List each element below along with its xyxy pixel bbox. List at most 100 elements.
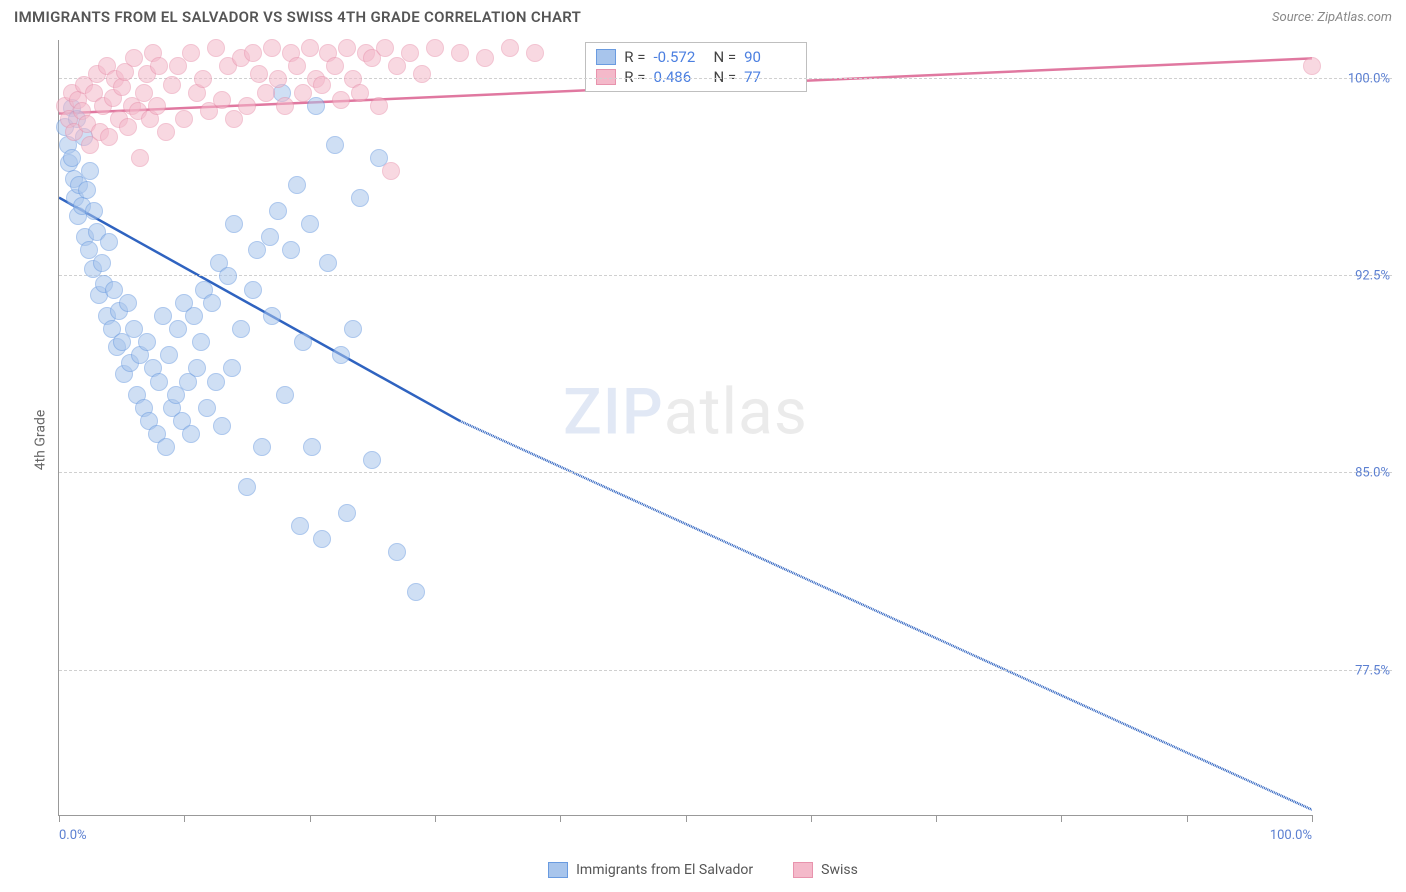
y-tick-label: 77.5% <box>1355 663 1390 678</box>
swatch-series2 <box>596 69 616 85</box>
data-point-swiss <box>148 97 166 115</box>
data-point-el_salvador <box>388 543 406 561</box>
legend: Immigrants from El Salvador Swiss <box>0 862 1406 878</box>
data-point-el_salvador <box>223 359 241 377</box>
data-point-el_salvador <box>232 320 250 338</box>
data-point-el_salvador <box>185 307 203 325</box>
data-point-el_salvador <box>93 254 111 272</box>
data-point-swiss <box>157 123 175 141</box>
data-point-el_salvador <box>219 267 237 285</box>
data-point-el_salvador <box>203 294 221 312</box>
data-point-swiss <box>401 44 419 62</box>
data-point-swiss <box>526 44 544 62</box>
x-tick <box>310 815 311 822</box>
y-tick-label: 92.5% <box>1355 269 1390 284</box>
data-point-el_salvador <box>213 417 231 435</box>
data-point-swiss <box>338 39 356 57</box>
data-point-swiss <box>382 162 400 180</box>
swatch-series1-legend <box>548 862 568 878</box>
data-point-el_salvador <box>294 333 312 351</box>
data-point-el_salvador <box>263 307 281 325</box>
data-point-el_salvador <box>282 241 300 259</box>
data-point-swiss <box>194 70 212 88</box>
data-point-swiss <box>131 149 149 167</box>
watermark: ZIPatlas <box>563 375 808 450</box>
data-point-el_salvador <box>326 136 344 154</box>
data-point-el_salvador <box>253 438 271 456</box>
legend-item-series1: Immigrants from El Salvador <box>548 862 753 878</box>
data-point-swiss <box>376 39 394 57</box>
chart-title: IMMIGRANTS FROM EL SALVADOR VS SWISS 4TH… <box>14 8 581 26</box>
data-point-el_salvador <box>261 228 279 246</box>
x-tick <box>184 815 185 822</box>
y-tick-label: 85.0% <box>1355 466 1390 481</box>
data-point-el_salvador <box>301 215 319 233</box>
data-point-swiss <box>150 57 168 75</box>
chart-container: 4th Grade ZIPatlas R = -0.572 N = 90 R =… <box>14 40 1392 840</box>
data-point-el_salvador <box>154 307 172 325</box>
gridline-h <box>59 275 1392 276</box>
data-point-el_salvador <box>188 359 206 377</box>
data-point-el_salvador <box>81 162 99 180</box>
x-tick <box>1187 815 1188 822</box>
gridline-h <box>59 472 1392 473</box>
data-point-el_salvador <box>363 451 381 469</box>
stats-row-series2: R = 0.486 N = 77 <box>596 67 796 87</box>
data-point-el_salvador <box>198 399 216 417</box>
x-tick-label: 0.0% <box>59 828 87 843</box>
data-point-el_salvador <box>276 386 294 404</box>
legend-item-series2: Swiss <box>793 862 858 878</box>
swatch-series2-legend <box>793 862 813 878</box>
data-point-el_salvador <box>119 294 137 312</box>
data-point-swiss <box>476 49 494 67</box>
plot-area: ZIPatlas R = -0.572 N = 90 R = 0.486 N =… <box>58 40 1312 816</box>
data-point-el_salvador <box>207 373 225 391</box>
stats-box: R = -0.572 N = 90 R = 0.486 N = 77 <box>585 42 807 92</box>
x-tick <box>560 815 561 822</box>
data-point-el_salvador <box>407 583 425 601</box>
data-point-el_salvador <box>182 425 200 443</box>
data-point-el_salvador <box>169 320 187 338</box>
stats-row-series1: R = -0.572 N = 90 <box>596 47 796 67</box>
data-point-el_salvador <box>63 149 81 167</box>
data-point-swiss <box>276 97 294 115</box>
data-point-swiss <box>238 97 256 115</box>
data-point-el_salvador <box>192 333 210 351</box>
data-point-swiss <box>250 65 268 83</box>
data-point-swiss <box>413 65 431 83</box>
data-point-el_salvador <box>313 530 331 548</box>
data-point-swiss <box>501 39 519 57</box>
data-point-swiss <box>100 128 118 146</box>
x-tick <box>59 815 60 822</box>
data-point-el_salvador <box>332 346 350 364</box>
data-point-el_salvador <box>78 181 96 199</box>
data-point-el_salvador <box>269 202 287 220</box>
data-point-swiss <box>269 70 287 88</box>
data-point-el_salvador <box>238 478 256 496</box>
x-tick <box>435 815 436 822</box>
y-tick-label: 100.0% <box>1348 72 1390 87</box>
data-point-swiss <box>351 84 369 102</box>
x-tick <box>936 815 937 822</box>
data-point-el_salvador <box>138 333 156 351</box>
data-point-swiss <box>119 118 137 136</box>
x-tick <box>811 815 812 822</box>
data-point-swiss <box>1303 57 1321 75</box>
data-point-swiss <box>313 76 331 94</box>
data-point-el_salvador <box>338 504 356 522</box>
data-point-el_salvador <box>351 189 369 207</box>
data-point-swiss <box>244 44 262 62</box>
data-point-swiss <box>207 39 225 57</box>
data-point-swiss <box>125 49 143 67</box>
trend-lines <box>59 40 1312 815</box>
data-point-swiss <box>301 39 319 57</box>
data-point-el_salvador <box>344 320 362 338</box>
data-point-el_salvador <box>160 346 178 364</box>
data-point-swiss <box>182 44 200 62</box>
data-point-swiss <box>451 44 469 62</box>
data-point-swiss <box>263 39 281 57</box>
data-point-el_salvador <box>244 281 262 299</box>
y-axis-label: 4th Grade <box>32 410 48 471</box>
data-point-el_salvador <box>303 438 321 456</box>
x-tick-label: 100.0% <box>1270 828 1312 843</box>
